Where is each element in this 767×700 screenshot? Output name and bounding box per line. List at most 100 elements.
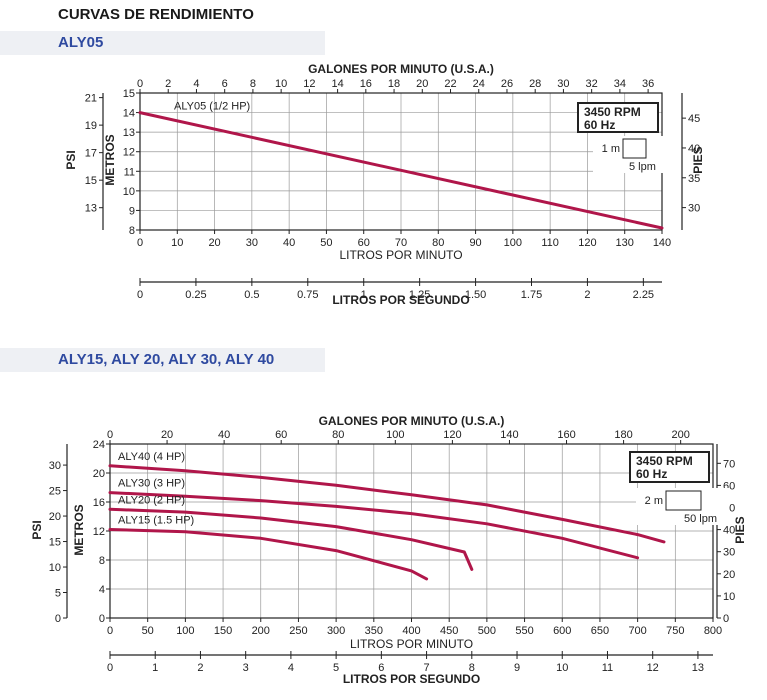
y-tick-label: 24 bbox=[93, 439, 105, 451]
x-tick-label: 60 bbox=[358, 237, 370, 249]
pies-axis-title: PIES bbox=[691, 146, 705, 173]
x-tick-label: 110 bbox=[541, 237, 559, 249]
lps-tick-label: 0.75 bbox=[297, 289, 318, 301]
x-tick-label: 700 bbox=[628, 625, 646, 637]
pies-tick-label: 40 bbox=[723, 525, 735, 537]
top-tick-label: 20 bbox=[416, 78, 428, 90]
x-tick-label: 20 bbox=[208, 237, 220, 249]
psi-tick-label: 0 bbox=[55, 613, 61, 625]
psi-tick-label: 21 bbox=[85, 93, 97, 105]
rpm-label: 3450 RPM bbox=[636, 454, 693, 468]
scale-x-label: 5 lpm bbox=[629, 161, 656, 173]
top-tick-label: 24 bbox=[473, 78, 485, 90]
y-tick-label: 15 bbox=[123, 88, 135, 100]
top-tick-label: 26 bbox=[501, 78, 513, 90]
pies-tick-label: 10 bbox=[723, 591, 735, 603]
lps-tick-label: 2 bbox=[197, 662, 203, 674]
curve-aly30 bbox=[108, 491, 640, 560]
x-tick-label: 150 bbox=[214, 625, 232, 637]
lps-tick-label: 1.75 bbox=[521, 289, 542, 301]
x-tick-label: 500 bbox=[478, 625, 496, 637]
rpm-legend-box bbox=[629, 451, 710, 483]
top-tick-label: 8 bbox=[250, 78, 256, 90]
pies-tick-label: 0 bbox=[723, 613, 729, 625]
pies-tick-label: 20 bbox=[723, 569, 735, 581]
pies-tick-label: 30 bbox=[723, 547, 735, 559]
x-tick-label: 650 bbox=[591, 625, 609, 637]
pies-tick-label: 30 bbox=[688, 203, 700, 215]
top-tick-label: 14 bbox=[331, 78, 343, 90]
rpm-legend-box bbox=[577, 102, 659, 133]
top-tick-label: 200 bbox=[671, 429, 689, 441]
page-title: CURVAS DE RENDIMIENTO bbox=[58, 6, 254, 23]
psi-tick-label: 17 bbox=[85, 148, 97, 160]
scale-y-label: 1 m bbox=[602, 143, 620, 155]
y-tick-label: 9 bbox=[129, 205, 135, 217]
scale-reference-box bbox=[622, 138, 647, 159]
pies-tick-label: 40 bbox=[688, 143, 700, 155]
x-tick-label: 120 bbox=[578, 237, 596, 249]
lps-tick-label: 8 bbox=[469, 662, 475, 674]
lps-axis-title: LITROS POR SEGUNDO bbox=[343, 672, 480, 686]
x-tick-label: 800 bbox=[704, 625, 722, 637]
top-tick-label: 40 bbox=[218, 429, 230, 441]
series-label: ALY05 (1/2 HP) bbox=[174, 101, 250, 113]
top-tick-label: 28 bbox=[529, 78, 541, 90]
lps-tick-label: 2.25 bbox=[633, 289, 654, 301]
hz-label: 60 Hz bbox=[584, 118, 615, 132]
psi-tick-label: 13 bbox=[85, 203, 97, 215]
lps-tick-label: 4 bbox=[288, 662, 294, 674]
pies-tick-label: 70 bbox=[723, 458, 735, 470]
top-tick-label: 10 bbox=[275, 78, 287, 90]
psi-tick-label: 19 bbox=[85, 120, 97, 132]
y-tick-label: 12 bbox=[93, 526, 105, 538]
psi-tick-label: 10 bbox=[49, 562, 61, 574]
x-tick-label: 600 bbox=[553, 625, 571, 637]
x-tick-label: 200 bbox=[252, 625, 270, 637]
y-tick-label: 14 bbox=[123, 108, 135, 120]
x-axis-title: LITROS POR MINUTO bbox=[350, 637, 473, 651]
lps-tick-label: 1.50 bbox=[465, 289, 486, 301]
curve-aly15 bbox=[108, 528, 429, 581]
curve-aly05 bbox=[138, 111, 664, 230]
series-label: ALY30 (3 HP) bbox=[118, 478, 185, 490]
lps-tick-label: 0.25 bbox=[185, 289, 206, 301]
psi-tick-label: 5 bbox=[55, 588, 61, 600]
psi-tick-label: 15 bbox=[85, 175, 97, 187]
y-axis-title: METROS bbox=[72, 504, 86, 555]
x-tick-label: 450 bbox=[440, 625, 458, 637]
top-tick-label: 20 bbox=[161, 429, 173, 441]
lps-tick-label: 1 bbox=[361, 289, 367, 301]
x-tick-label: 400 bbox=[402, 625, 420, 637]
pies-tick-label: 45 bbox=[688, 113, 700, 125]
series-label: ALY15 (1.5 HP) bbox=[118, 515, 194, 527]
curve-aly40 bbox=[108, 464, 666, 544]
x-tick-label: 140 bbox=[653, 237, 671, 249]
top-tick-label: 22 bbox=[444, 78, 456, 90]
model-label-2: ALY15, ALY 20, ALY 30, ALY 40 bbox=[58, 351, 275, 368]
psi-tick-label: 25 bbox=[49, 486, 61, 498]
scale-x-label: 50 lpm bbox=[684, 513, 717, 525]
series-label: ALY20 (2 HP) bbox=[118, 494, 185, 506]
top-tick-label: 30 bbox=[557, 78, 569, 90]
performance-chart-aly05: 0 10 20 30 40 50 60 70 80 90 100 110 120 130 140LITROS… bbox=[64, 62, 705, 307]
x-tick-label: 350 bbox=[365, 625, 383, 637]
top-tick-label: 0 bbox=[137, 78, 143, 90]
top-tick-label: 100 bbox=[386, 429, 404, 441]
x-tick-label: 40 bbox=[283, 237, 295, 249]
top-tick-label: 60 bbox=[275, 429, 287, 441]
top-tick-label: 4 bbox=[193, 78, 199, 90]
top-tick-label: 0 bbox=[107, 429, 113, 441]
top-axis-title: GALONES POR MINUTO (U.S.A.) bbox=[308, 62, 494, 76]
lps-tick-label: 13 bbox=[692, 662, 704, 674]
lps-tick-label: 10 bbox=[556, 662, 568, 674]
psi-axis-title: PSI bbox=[30, 520, 44, 539]
x-tick-label: 50 bbox=[142, 625, 154, 637]
x-tick-label: 50 bbox=[320, 237, 332, 249]
lps-tick-label: 5 bbox=[333, 662, 339, 674]
top-tick-label: 18 bbox=[388, 78, 400, 90]
x-tick-label: 0 bbox=[137, 237, 143, 249]
y-tick-label: 8 bbox=[99, 555, 105, 567]
scale-y-label: 2 m bbox=[645, 495, 663, 507]
model-band-1: ALY05 bbox=[0, 31, 325, 55]
